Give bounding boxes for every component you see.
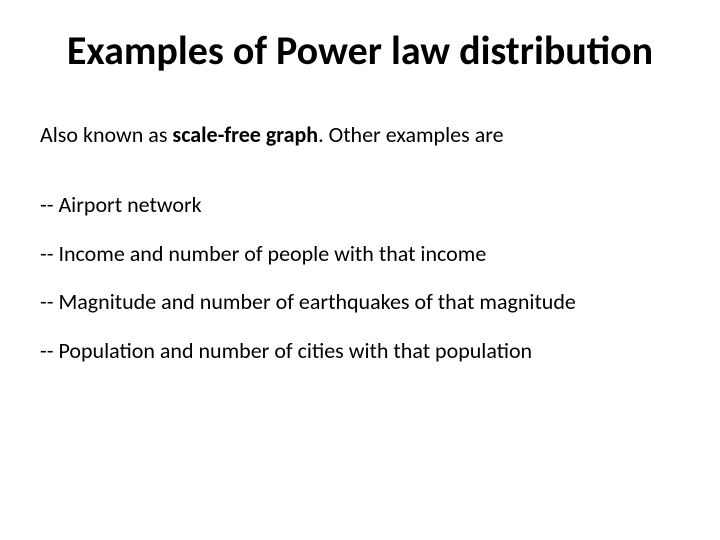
slide-title: Examples of Power law distribution [40, 28, 680, 74]
list-item: -- Population and number of cities with … [40, 338, 680, 364]
intro-line: Also known as scale-free graph. Other ex… [40, 122, 680, 148]
list-item: -- Airport network [40, 192, 680, 218]
list-item: -- Income and number of people with that… [40, 241, 680, 267]
intro-suffix: . Other examples are [318, 121, 503, 148]
list-item: -- Magnitude and number of earthquakes o… [40, 289, 680, 315]
intro-prefix: Also known as [40, 121, 172, 148]
slide: Examples of Power law distribution Also … [0, 0, 720, 540]
intro-bold-term: scale-free graph [172, 121, 318, 148]
